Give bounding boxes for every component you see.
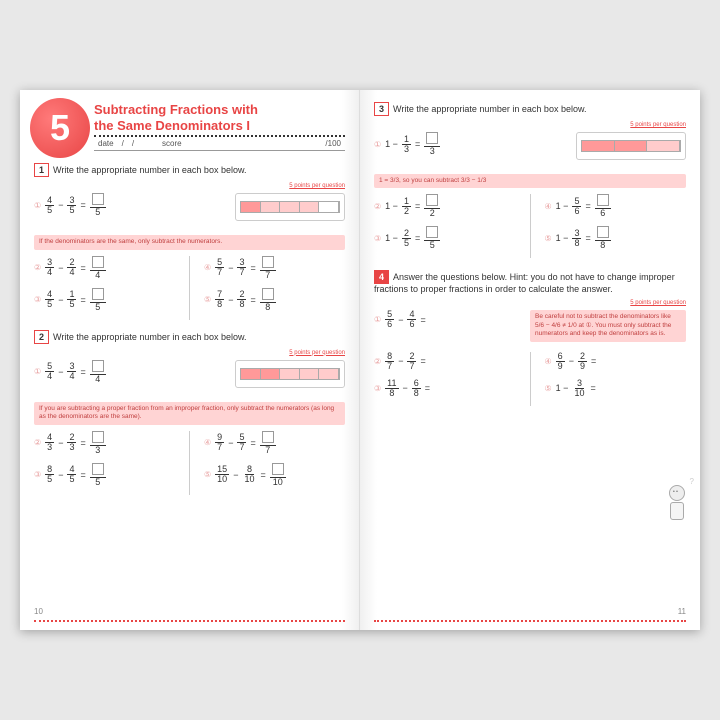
robot-mascot: ? bbox=[662, 485, 692, 530]
lesson-title: Subtracting Fractions withthe Same Denom… bbox=[94, 102, 345, 133]
s2-problem-4: ④97−57=7 bbox=[204, 431, 345, 455]
s3-problem-4: ④1 −56=6 bbox=[545, 194, 687, 218]
section-1-title: 1Write the appropriate number in each bo… bbox=[34, 163, 345, 177]
date-score-bar: date//score/100 bbox=[94, 135, 345, 151]
s3-problem-3: ③1 −25=5 bbox=[374, 226, 516, 250]
s1-problem-5: ⑤78−28=8 bbox=[204, 288, 345, 312]
fraction-bar-diagram-2 bbox=[235, 360, 345, 388]
page-number-left: 10 bbox=[34, 607, 43, 616]
s3-problem-2: ②1 −12=2 bbox=[374, 194, 516, 218]
s1-problem-3: ③45−15=5 bbox=[34, 288, 175, 312]
answer-box[interactable] bbox=[92, 193, 104, 205]
section-3-points: 5 points per question bbox=[374, 122, 686, 128]
page-number-right: 11 bbox=[678, 607, 686, 616]
s4-problem-3: ③118−68= bbox=[374, 379, 516, 398]
section-1-hint: If the denominators are the same, only s… bbox=[34, 235, 345, 249]
section-4-hint: Be careful not to subtract the denominat… bbox=[530, 310, 686, 341]
s1-problem-4: ④57−37=7 bbox=[204, 256, 345, 280]
workbook-spread: 5 Subtracting Fractions withthe Same Den… bbox=[20, 90, 700, 630]
s3-problem-5: ⑤1 −38=8 bbox=[545, 226, 687, 250]
section-3-hint: 1 = 3/3, so you can subtract 3/3 − 1/3 bbox=[374, 174, 686, 188]
s4-problem-2: ②87−27= bbox=[374, 352, 516, 371]
s1-problem-1: ①45−35=5 bbox=[34, 193, 225, 217]
section-2-title: 2Write the appropriate number in each bo… bbox=[34, 330, 345, 344]
s2-problem-1: ①54−34=4 bbox=[34, 360, 225, 384]
s3-problem-1: ①1 −13=3 bbox=[374, 132, 566, 156]
s4-problem-4: ④69−29= bbox=[545, 352, 687, 371]
s4-problem-5: ⑤1 −310= bbox=[545, 379, 687, 398]
right-page: 3Write the appropriate number in each bo… bbox=[360, 90, 700, 630]
section-2-hint: If you are subtracting a proper fraction… bbox=[34, 402, 345, 425]
section-2-points: 5 points per question bbox=[34, 350, 345, 356]
section-4-title: 4Answer the questions below. Hint: you d… bbox=[374, 270, 686, 294]
s4-problem-1: ①56−46= bbox=[374, 310, 520, 329]
lesson-number-badge: 5 bbox=[30, 98, 90, 158]
s2-problem-5: ⑤1510−810=10 bbox=[204, 463, 345, 487]
fraction-bar-diagram bbox=[235, 193, 345, 221]
section-3-title: 3Write the appropriate number in each bo… bbox=[374, 102, 686, 116]
lesson-header: 5 Subtracting Fractions withthe Same Den… bbox=[34, 102, 345, 151]
fraction-bar-diagram-3 bbox=[576, 132, 686, 160]
section-4-points: 5 points per question bbox=[374, 300, 686, 306]
section-1-points: 5 points per question bbox=[34, 183, 345, 189]
s2-problem-3: ③85−45=5 bbox=[34, 463, 175, 487]
s1-problem-2: ②34−24=4 bbox=[34, 256, 175, 280]
left-page: 5 Subtracting Fractions withthe Same Den… bbox=[20, 90, 360, 630]
s2-problem-2: ②43−23=3 bbox=[34, 431, 175, 455]
